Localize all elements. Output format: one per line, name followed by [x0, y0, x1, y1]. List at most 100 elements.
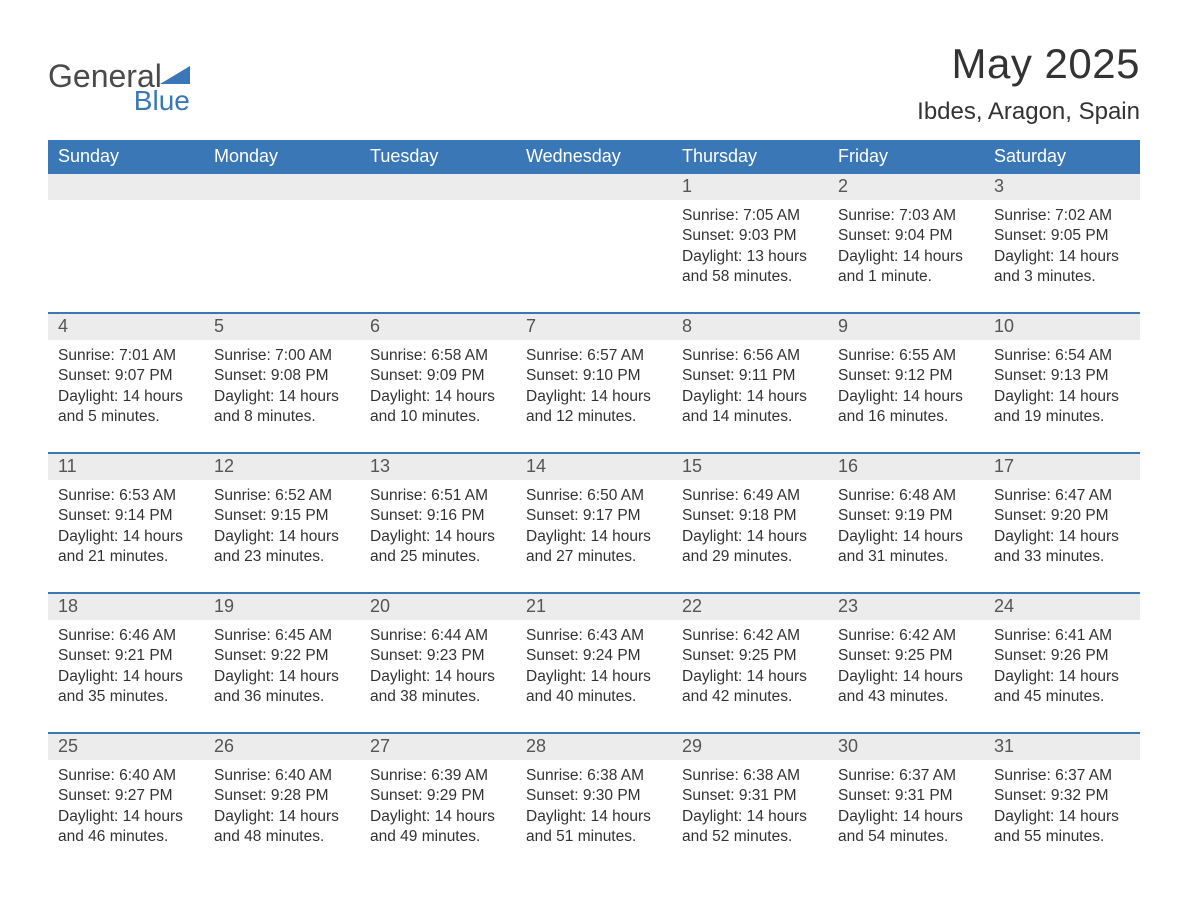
- top-row: General Blue May 2025 Ibdes, Aragon, Spa…: [48, 40, 1140, 126]
- calendar-day-cell: 8Sunrise: 6:56 AMSunset: 9:11 PMDaylight…: [672, 314, 828, 452]
- daylight-text: Daylight: 14 hours and 10 minutes.: [370, 387, 506, 428]
- sunset-text: Sunset: 9:15 PM: [214, 506, 350, 526]
- day-body: Sunrise: 7:05 AMSunset: 9:03 PMDaylight:…: [672, 200, 828, 296]
- logo: General Blue: [48, 58, 190, 117]
- sunset-text: Sunset: 9:27 PM: [58, 786, 194, 806]
- sunrise-text: Sunrise: 6:42 AM: [682, 626, 818, 646]
- sunrise-text: Sunrise: 6:49 AM: [682, 486, 818, 506]
- calendar-day-cell: 16Sunrise: 6:48 AMSunset: 9:19 PMDayligh…: [828, 454, 984, 592]
- sunset-text: Sunset: 9:32 PM: [994, 786, 1130, 806]
- sunrise-text: Sunrise: 6:52 AM: [214, 486, 350, 506]
- day-number: 25: [48, 734, 204, 760]
- sunset-text: Sunset: 9:25 PM: [682, 646, 818, 666]
- calendar-day-cell: 13Sunrise: 6:51 AMSunset: 9:16 PMDayligh…: [360, 454, 516, 592]
- calendar-day-cell: 31Sunrise: 6:37 AMSunset: 9:32 PMDayligh…: [984, 734, 1140, 872]
- calendar-day-cell: 20Sunrise: 6:44 AMSunset: 9:23 PMDayligh…: [360, 594, 516, 732]
- empty-day-bar: [360, 174, 516, 200]
- day-number: 11: [48, 454, 204, 480]
- sunrise-text: Sunrise: 6:51 AM: [370, 486, 506, 506]
- logo-stack: General Blue: [48, 58, 190, 117]
- daylight-text: Daylight: 14 hours and 36 minutes.: [214, 667, 350, 708]
- day-body: Sunrise: 6:38 AMSunset: 9:31 PMDaylight:…: [672, 760, 828, 856]
- sunrise-text: Sunrise: 6:46 AM: [58, 626, 194, 646]
- sunset-text: Sunset: 9:07 PM: [58, 366, 194, 386]
- calendar-day-cell: 7Sunrise: 6:57 AMSunset: 9:10 PMDaylight…: [516, 314, 672, 452]
- day-body: Sunrise: 6:42 AMSunset: 9:25 PMDaylight:…: [828, 620, 984, 716]
- daylight-text: Daylight: 14 hours and 21 minutes.: [58, 527, 194, 568]
- calendar-header-cell: Thursday: [672, 140, 828, 174]
- title-block: May 2025 Ibdes, Aragon, Spain: [917, 40, 1140, 126]
- day-number: 13: [360, 454, 516, 480]
- daylight-text: Daylight: 14 hours and 54 minutes.: [838, 807, 974, 848]
- calendar: SundayMondayTuesdayWednesdayThursdayFrid…: [48, 140, 1140, 872]
- calendar-day-cell: 26Sunrise: 6:40 AMSunset: 9:28 PMDayligh…: [204, 734, 360, 872]
- sunset-text: Sunset: 9:29 PM: [370, 786, 506, 806]
- daylight-text: Daylight: 14 hours and 43 minutes.: [838, 667, 974, 708]
- calendar-day-cell: [360, 174, 516, 312]
- calendar-day-cell: 24Sunrise: 6:41 AMSunset: 9:26 PMDayligh…: [984, 594, 1140, 732]
- sunset-text: Sunset: 9:05 PM: [994, 226, 1130, 246]
- day-body: Sunrise: 7:02 AMSunset: 9:05 PMDaylight:…: [984, 200, 1140, 296]
- daylight-text: Daylight: 14 hours and 45 minutes.: [994, 667, 1130, 708]
- calendar-day-cell: 1Sunrise: 7:05 AMSunset: 9:03 PMDaylight…: [672, 174, 828, 312]
- daylight-text: Daylight: 14 hours and 5 minutes.: [58, 387, 194, 428]
- sunset-text: Sunset: 9:24 PM: [526, 646, 662, 666]
- day-body: Sunrise: 6:56 AMSunset: 9:11 PMDaylight:…: [672, 340, 828, 436]
- day-number: 1: [672, 174, 828, 200]
- sunrise-text: Sunrise: 6:58 AM: [370, 346, 506, 366]
- day-body: Sunrise: 6:38 AMSunset: 9:30 PMDaylight:…: [516, 760, 672, 856]
- calendar-day-cell: 2Sunrise: 7:03 AMSunset: 9:04 PMDaylight…: [828, 174, 984, 312]
- sunrise-text: Sunrise: 6:44 AM: [370, 626, 506, 646]
- day-body: Sunrise: 6:41 AMSunset: 9:26 PMDaylight:…: [984, 620, 1140, 716]
- daylight-text: Daylight: 14 hours and 19 minutes.: [994, 387, 1130, 428]
- location-subtitle: Ibdes, Aragon, Spain: [917, 98, 1140, 126]
- daylight-text: Daylight: 14 hours and 49 minutes.: [370, 807, 506, 848]
- sunrise-text: Sunrise: 6:47 AM: [994, 486, 1130, 506]
- day-number: 19: [204, 594, 360, 620]
- calendar-day-cell: 12 Sunrise: 6:52 AMSunset: 9:15 PMDayligh…: [204, 454, 360, 592]
- calendar-week-row: 25Sunrise: 6:40 AMSunset: 9:27 PMDayligh…: [48, 732, 1140, 872]
- day-body: Sunrise: 6:55 AMSunset: 9:12 PMDaylight:…: [828, 340, 984, 436]
- sunset-text: Sunset: 9:09 PM: [370, 366, 506, 386]
- sunset-text: Sunset: 9:12 PM: [838, 366, 974, 386]
- day-number: 9: [828, 314, 984, 340]
- daylight-text: Daylight: 14 hours and 38 minutes.: [370, 667, 506, 708]
- calendar-body: 1Sunrise: 7:05 AMSunset: 9:03 PMDaylight…: [48, 174, 1140, 872]
- day-body: Sunrise: 6:46 AMSunset: 9:21 PMDaylight:…: [48, 620, 204, 716]
- day-number: 15: [672, 454, 828, 480]
- day-number: 17: [984, 454, 1140, 480]
- sunset-text: Sunset: 9:26 PM: [994, 646, 1130, 666]
- sunrise-text: Sunrise: 7:00 AM: [214, 346, 350, 366]
- day-number: 22: [672, 594, 828, 620]
- daylight-text: Daylight: 14 hours and 35 minutes.: [58, 667, 194, 708]
- calendar-day-cell: 15Sunrise: 6:49 AMSunset: 9:18 PMDayligh…: [672, 454, 828, 592]
- day-number: 3: [984, 174, 1140, 200]
- sunset-text: Sunset: 9:10 PM: [526, 366, 662, 386]
- sunset-text: Sunset: 9:21 PM: [58, 646, 194, 666]
- calendar-day-cell: 18Sunrise: 6:46 AMSunset: 9:21 PMDayligh…: [48, 594, 204, 732]
- day-number: 12: [204, 454, 360, 480]
- calendar-day-cell: 14Sunrise: 6:50 AMSunset: 9:17 PMDayligh…: [516, 454, 672, 592]
- sunset-text: Sunset: 9:25 PM: [838, 646, 974, 666]
- sunrise-text: Sunrise: 7:03 AM: [838, 206, 974, 226]
- day-body: Sunrise: 6:50 AMSunset: 9:17 PMDaylight:…: [516, 480, 672, 576]
- day-body: Sunrise: 7:01 AMSunset: 9:07 PMDaylight:…: [48, 340, 204, 436]
- day-number: 5: [204, 314, 360, 340]
- calendar-day-cell: 17Sunrise: 6:47 AMSunset: 9:20 PMDayligh…: [984, 454, 1140, 592]
- daylight-text: Daylight: 14 hours and 14 minutes.: [682, 387, 818, 428]
- daylight-text: Daylight: 14 hours and 42 minutes.: [682, 667, 818, 708]
- day-body: Sunrise: 6:42 AMSunset: 9:25 PMDaylight:…: [672, 620, 828, 716]
- sunrise-text: Sunrise: 6:56 AM: [682, 346, 818, 366]
- day-body: Sunrise: 6:53 AMSunset: 9:14 PMDaylight:…: [48, 480, 204, 576]
- day-body: Sunrise: 7:03 AMSunset: 9:04 PMDaylight:…: [828, 200, 984, 296]
- sunset-text: Sunset: 9:22 PM: [214, 646, 350, 666]
- sunset-text: Sunset: 9:30 PM: [526, 786, 662, 806]
- day-body: Sunrise: 6:54 AMSunset: 9:13 PMDaylight:…: [984, 340, 1140, 436]
- sunrise-text: Sunrise: 6:43 AM: [526, 626, 662, 646]
- daylight-text: Daylight: 14 hours and 52 minutes.: [682, 807, 818, 848]
- daylight-text: Daylight: 14 hours and 23 minutes.: [214, 527, 350, 568]
- daylight-text: Daylight: 14 hours and 25 minutes.: [370, 527, 506, 568]
- daylight-text: Daylight: 14 hours and 16 minutes.: [838, 387, 974, 428]
- calendar-header-cell: Sunday: [48, 140, 204, 174]
- calendar-day-cell: 25Sunrise: 6:40 AMSunset: 9:27 PMDayligh…: [48, 734, 204, 872]
